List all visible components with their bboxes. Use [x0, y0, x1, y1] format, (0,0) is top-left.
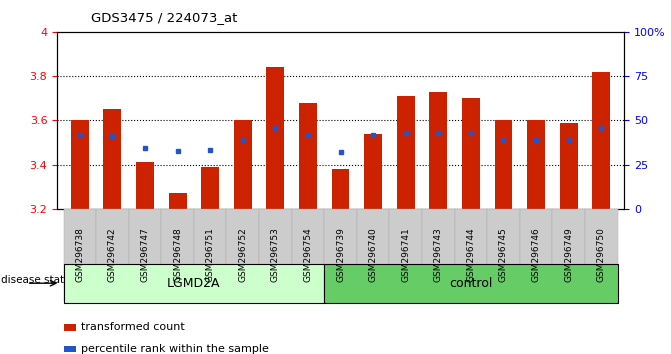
Text: transformed count: transformed count [81, 322, 185, 332]
Bar [429, 92, 448, 209]
Bar [397, 96, 415, 209]
Text: GSM296752: GSM296752 [238, 228, 248, 282]
Text: GDS3475 / 224073_at: GDS3475 / 224073_at [91, 11, 237, 24]
Text: GSM296751: GSM296751 [206, 227, 215, 282]
Text: GSM296741: GSM296741 [401, 228, 410, 282]
Text: GSM296746: GSM296746 [531, 228, 541, 282]
Bar [462, 98, 480, 209]
Text: disease state: disease state [1, 275, 70, 285]
Bar [201, 167, 219, 209]
Bar [136, 162, 154, 209]
Bar [364, 134, 382, 209]
Text: percentile rank within the sample: percentile rank within the sample [81, 344, 269, 354]
Text: GSM296744: GSM296744 [466, 228, 475, 282]
Text: GSM296749: GSM296749 [564, 228, 573, 282]
Text: control: control [449, 277, 493, 290]
Text: GSM296745: GSM296745 [499, 228, 508, 282]
Text: GSM296753: GSM296753 [271, 227, 280, 282]
Bar [299, 103, 317, 209]
Bar [495, 120, 513, 209]
Text: GSM296738: GSM296738 [75, 227, 85, 282]
Bar [331, 169, 350, 209]
Text: GSM296740: GSM296740 [368, 228, 378, 282]
Bar [266, 67, 285, 209]
Bar [103, 109, 121, 209]
Text: LGMD2A: LGMD2A [167, 277, 221, 290]
Bar [234, 120, 252, 209]
Bar [592, 72, 610, 209]
Text: GSM296747: GSM296747 [140, 228, 150, 282]
Text: GSM296742: GSM296742 [108, 228, 117, 282]
Text: GSM296748: GSM296748 [173, 228, 182, 282]
Bar [71, 120, 89, 209]
Text: GSM296754: GSM296754 [303, 228, 313, 282]
Text: GSM296750: GSM296750 [597, 227, 606, 282]
Text: GSM296743: GSM296743 [433, 228, 443, 282]
Bar [527, 120, 545, 209]
Bar [168, 193, 187, 209]
Bar [560, 122, 578, 209]
Text: GSM296739: GSM296739 [336, 227, 345, 282]
